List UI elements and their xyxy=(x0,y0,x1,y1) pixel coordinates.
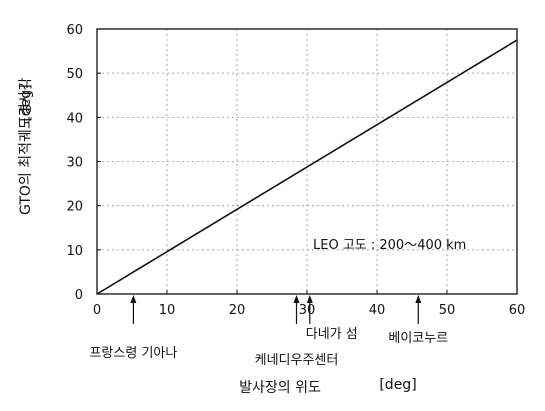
x-tick-label: 50 xyxy=(439,303,456,318)
y-axis-label: GTO의 최적궤도경사각 xyxy=(18,77,34,215)
y-tick-label: 20 xyxy=(66,200,83,215)
marker-arrow-head xyxy=(293,295,300,303)
marker-label: 케네디우주센터 xyxy=(255,353,339,368)
chart-annotation: LEO 고도 : 200～400 km xyxy=(313,238,466,253)
grid-lines xyxy=(97,29,517,294)
marker-label: 다네가 섬 xyxy=(306,327,358,342)
x-axis-label: 발사장의 위도 xyxy=(239,380,321,396)
marker-label: 프랑스령 기아나 xyxy=(89,346,177,361)
series-line xyxy=(96,39,518,295)
x-tick-label: 40 xyxy=(369,303,386,318)
y-tick-label: 60 xyxy=(66,23,83,38)
y-tick-label: 40 xyxy=(66,111,83,126)
y-tick-label: 10 xyxy=(66,244,83,259)
y-tick-label: 0 xyxy=(75,288,83,303)
x-tick-label: 0 xyxy=(93,303,101,318)
marker-arrow-head xyxy=(306,295,313,303)
y-axis-unit: [deg] xyxy=(18,84,34,121)
x-axis-unit: [deg] xyxy=(379,377,416,393)
marker-label: 베이코누르 xyxy=(388,331,448,346)
x-tick-label: 30 xyxy=(299,303,316,318)
x-tick-label: 60 xyxy=(509,303,526,318)
marker-group: 프랑스령 기아나 케네디우주센터 다네가 섬 베이코누르 xyxy=(89,295,448,368)
y-tick-label: 30 xyxy=(66,156,83,171)
marker-arrow-head xyxy=(415,295,422,303)
x-tick-label: 10 xyxy=(159,303,176,318)
axis-ticks: 0 10 20 30 40 50 60 0 10 20 30 40 50 60 xyxy=(66,23,525,318)
y-tick-label: 50 xyxy=(66,67,83,82)
marker-arrow-head xyxy=(130,295,137,303)
series-group xyxy=(96,39,518,295)
x-tick-label: 20 xyxy=(229,303,246,318)
